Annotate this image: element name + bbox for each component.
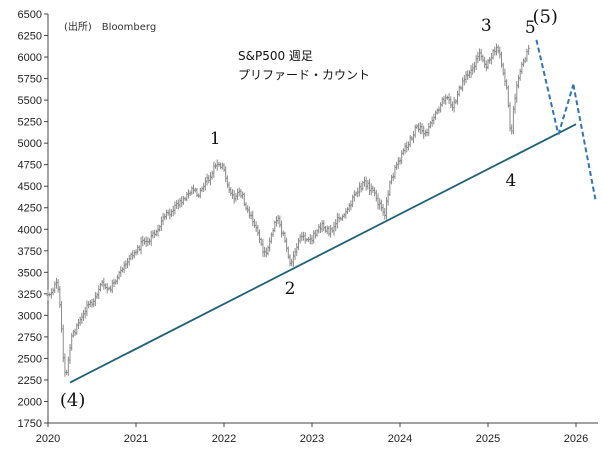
- y-tick-label: 4500: [18, 181, 42, 193]
- wave-label: (5): [532, 7, 558, 28]
- y-tick-label: 5750: [18, 74, 42, 86]
- projection-series: [535, 39, 597, 200]
- y-tick-label: 4000: [18, 224, 42, 236]
- y-tick-label: 6500: [18, 9, 42, 21]
- x-tick-label: 2021: [124, 433, 148, 445]
- x-tick-label: 2020: [36, 433, 60, 445]
- y-tick-label: 3500: [18, 267, 42, 279]
- price-series: [46, 43, 531, 377]
- chart-title: S&P500 週足: [238, 49, 313, 63]
- y-tick-label: 2500: [18, 353, 42, 365]
- y-tick-label: 5000: [18, 138, 42, 150]
- wave-label: 3: [481, 16, 492, 36]
- y-tick-label: 3000: [18, 310, 42, 322]
- y-tick-label: 6000: [18, 52, 42, 64]
- x-axis: 2020 2021 2022 2023 2024 2025 2026: [36, 422, 598, 445]
- wave-label: (4): [60, 390, 86, 411]
- trendline-series: [69, 123, 577, 384]
- y-tick-label: 6250: [18, 31, 42, 43]
- y-tick-label: 2000: [18, 396, 42, 408]
- source-label: (出所) Bloomberg: [64, 20, 156, 33]
- x-tick-label: 2024: [388, 433, 412, 445]
- y-tick-label: 4750: [18, 160, 42, 172]
- projection-segment: [557, 84, 575, 135]
- x-tick-label: 2025: [476, 433, 500, 445]
- y-tick-label: 5500: [18, 95, 42, 107]
- wave-label: 4: [505, 171, 516, 191]
- y-tick-label: 2750: [18, 332, 42, 344]
- x-tick-label: 2026: [564, 433, 588, 445]
- projection-segment: [535, 39, 560, 135]
- trendline: [69, 123, 577, 384]
- y-axis: 1750 2000 2250 2500 2750 3000 3250 3500 3750 4000…: [18, 9, 49, 430]
- projection-segment: [572, 84, 597, 200]
- y-tick-label: 4250: [18, 203, 42, 215]
- wave-label: 5: [525, 18, 536, 38]
- y-tick-label: 3250: [18, 289, 42, 301]
- wave-label: 1: [210, 129, 221, 149]
- wave-labels: 1 2 3 4 5(5) (4): [60, 7, 558, 411]
- y-tick-label: 3750: [18, 246, 42, 258]
- x-tick-label: 2023: [300, 433, 324, 445]
- y-tick-label: 5250: [18, 117, 42, 129]
- y-tick-label: 1750: [18, 418, 42, 430]
- wave-label: 2: [285, 279, 296, 299]
- y-tick-label: 2250: [18, 375, 42, 387]
- chart-subtitle: プリファード・カウント: [238, 68, 370, 82]
- x-tick-label: 2022: [212, 433, 236, 445]
